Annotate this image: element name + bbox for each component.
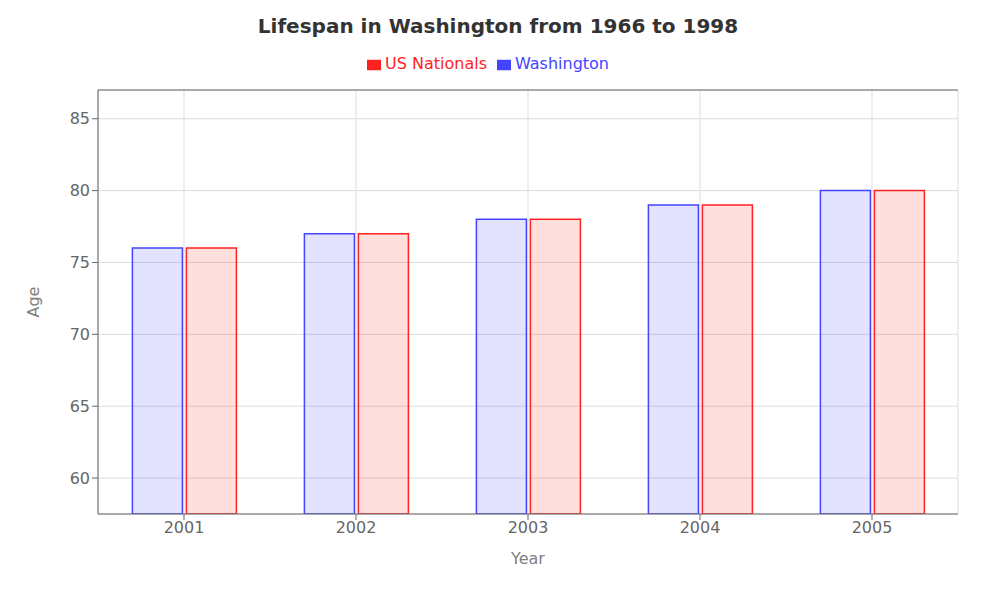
svg-text:2005: 2005 xyxy=(852,518,893,537)
svg-text:60: 60 xyxy=(70,469,90,488)
html-text:US Nationals: US Nationals xyxy=(385,54,487,73)
svg-text:80: 80 xyxy=(70,181,90,200)
svg-text:Year: Year xyxy=(510,549,545,568)
svg-text:2002: 2002 xyxy=(336,518,377,537)
svg-text:Age: Age xyxy=(24,287,43,318)
svg-text:2001: 2001 xyxy=(164,518,205,537)
svg-text:2004: 2004 xyxy=(680,518,721,537)
html-text:Washington: Washington xyxy=(515,54,609,73)
svg-text:65: 65 xyxy=(70,397,90,416)
svg-text:75: 75 xyxy=(70,253,90,272)
svg-text:2003: 2003 xyxy=(508,518,549,537)
svg-text:70: 70 xyxy=(70,325,90,344)
svg-text:85: 85 xyxy=(70,109,90,128)
html-text:Lifespan in Washington from 19: Lifespan in Washington from 1966 to 1998 xyxy=(257,14,739,38)
